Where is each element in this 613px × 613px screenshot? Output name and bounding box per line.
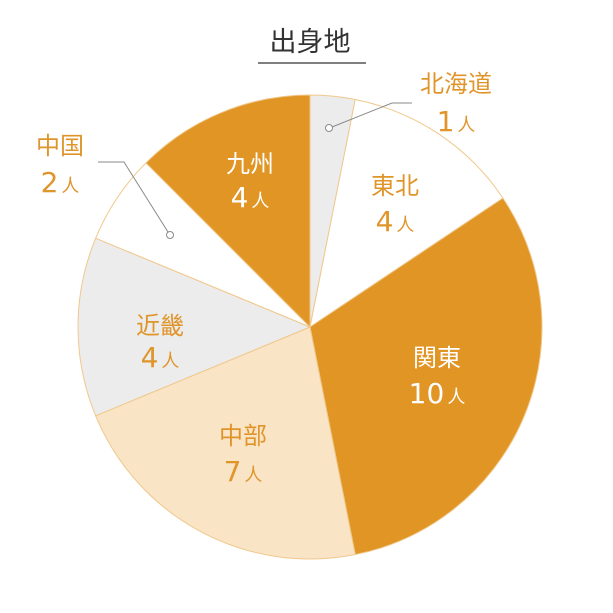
slice-unit: 人: [244, 465, 262, 486]
pie-slice-kyushu: [145, 94, 311, 328]
slice-value: 4: [231, 181, 249, 214]
slice-name-label: 東北: [371, 172, 419, 200]
slice-value: 7: [224, 455, 242, 488]
leader-line-hokkaido: [331, 102, 412, 128]
slice-value: 1: [437, 105, 455, 138]
slice-value: 4: [141, 341, 159, 374]
slice-value: 2: [41, 166, 59, 199]
slice-name-label: 関東: [413, 344, 461, 372]
pie-slices: [77, 94, 543, 560]
slice-value: 4: [376, 205, 394, 238]
slice-unit: 人: [251, 191, 269, 212]
slice-unit: 人: [161, 351, 179, 372]
slice-name-label: 九州: [226, 150, 274, 178]
slice-unit: 人: [396, 215, 414, 236]
leader-line-chugoku: [98, 161, 169, 233]
slice-unit: 人: [447, 387, 465, 408]
pie-slice-tohoku: [309, 98, 504, 328]
slice-name-label: 近畿: [136, 312, 184, 340]
pie-slice-kinki: [77, 237, 311, 417]
leader-dot-hokkaido: [325, 124, 333, 132]
slice-name-label: 北海道: [420, 70, 492, 98]
slice-name-label: 中国: [36, 132, 84, 160]
slice-unit: 人: [61, 176, 79, 197]
pie-slice-chubu: [95, 326, 356, 560]
slice-unit: 人: [457, 115, 475, 136]
leader-dot-chugoku: [166, 231, 174, 239]
slice-name-label: 中部: [219, 422, 267, 450]
slice-value: 10: [409, 377, 445, 410]
pie-slice-kanto: [309, 197, 543, 556]
slice-value-label: 10 人: [409, 377, 466, 410]
chart-title: 出身地: [270, 27, 351, 58]
slice-label-kanto: 関東 10 人: [409, 344, 466, 410]
